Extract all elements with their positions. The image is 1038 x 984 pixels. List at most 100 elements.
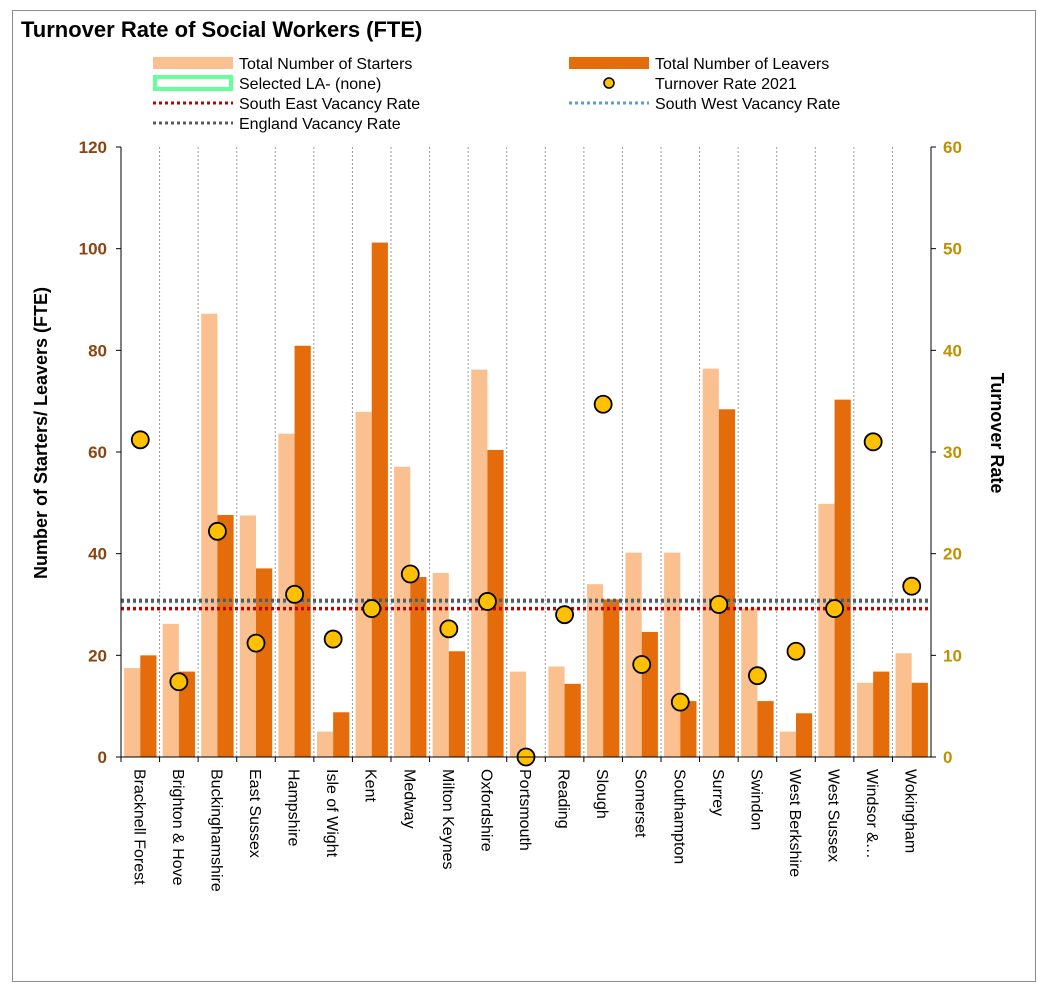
starters-bar-medway [394, 466, 411, 757]
starters-bar-wokingham [895, 653, 912, 757]
category-label-oxfordshire: Oxfordshire [477, 769, 494, 852]
category-label-isle-of-wight: Isle of Wight [323, 769, 340, 858]
category-label-brighton-hove: Brighton & Hove [169, 769, 186, 886]
y2-tick-label: 30 [943, 443, 962, 462]
leavers-bar-surrey [718, 409, 736, 757]
legend-south-east-vacancy-rate-label: South East Vacancy Rate [239, 96, 420, 113]
starters-bar-bracknell-forest [124, 668, 141, 757]
category-label-swindon: Swindon [747, 769, 764, 830]
starters-bar-kent [355, 411, 372, 757]
leavers-bar-somerset [641, 631, 658, 757]
category-label-reading: Reading [555, 769, 572, 829]
leavers-bar-bracknell-forest [140, 655, 157, 757]
turnover-point-windsor [863, 432, 883, 452]
starters-bar-reading [548, 666, 565, 757]
turnover-point-medway [400, 564, 420, 584]
legend-turnover-rate-2021-swatch [603, 77, 615, 89]
turnover-point-west-sussex [825, 599, 844, 618]
category-label-west-berkshire: West Berkshire [786, 769, 803, 877]
category-label-bracknell-forest: Bracknell Forest [130, 769, 147, 885]
starters-bar-east-sussex [239, 515, 256, 757]
leavers-bar-southampton [680, 701, 697, 757]
category-label-west-sussex: West Sussex [825, 769, 842, 862]
turnover-point-southampton [670, 692, 690, 712]
legend-total-number-of-starters-swatch [153, 57, 233, 69]
starters-bar-slough [586, 584, 604, 757]
turnover-point-reading [555, 605, 574, 625]
category-label-kent: Kent [362, 769, 379, 802]
category-label-southampton: Southampton [670, 769, 687, 864]
bar-series [124, 242, 928, 758]
y2-tick-label: 60 [943, 138, 962, 157]
turnover-point-slough [593, 394, 613, 414]
turnover-chart: Total Number of Starters Total Number of … [31, 56, 1007, 892]
y2-axis-title: Turnover Rate [987, 373, 1007, 494]
turnover-point-bracknell-forest [130, 430, 150, 450]
category-label-surrey: Surrey [709, 769, 726, 816]
legend-selected-la-none-swatch [153, 75, 233, 91]
chart-legend: Total Number of Starters Total Number of … [153, 56, 840, 133]
y-tick-label: 0 [98, 748, 107, 767]
legend-england-vacancy-rate-label: England Vacancy Rate [239, 116, 401, 133]
starters-bar-west-berkshire [779, 731, 796, 757]
leavers-bar-milton-keynes [448, 651, 466, 757]
y-tick-label: 60 [88, 443, 107, 462]
chart-frame: Turnover Rate of Social Workers (FTE) To… [12, 10, 1036, 982]
legend-total-number-of-leavers-swatch [569, 57, 649, 69]
chart-title: Turnover Rate of Social Workers (FTE) [21, 17, 423, 42]
leavers-bar-wokingham [911, 682, 928, 757]
turnover-point-surrey [709, 595, 729, 614]
starters-bar-milton-keynes [432, 572, 449, 757]
y2-tick-label: 10 [943, 646, 962, 665]
legend-total-number-of-leavers-label: Total Number of Leavers [655, 56, 829, 73]
turnover-point-east-sussex [246, 633, 266, 653]
category-label-portsmouth: Portsmouth [516, 769, 533, 851]
y-tick-label: 100 [79, 240, 107, 259]
y2-tick-label: 50 [943, 240, 962, 259]
turnover-point-kent [362, 599, 382, 618]
category-label-medway: Medway [400, 769, 417, 829]
legend-selected-la-none-label: Selected LA- (none) [239, 76, 381, 93]
starters-bar-portsmouth [509, 671, 526, 757]
leavers-bar-isle-of-wight [333, 712, 350, 757]
turnover-point-wokingham [902, 576, 922, 596]
y2-tick-label: 40 [943, 341, 962, 360]
category-label-milton-keynes: Milton Keynes [439, 769, 456, 870]
category-label-windsor: Windsor &… [863, 769, 880, 859]
starters-bar-isle-of-wight [316, 731, 334, 757]
leavers-bar-windsor [873, 671, 890, 757]
category-label-buckinghamshire: Buckinghamshire [207, 769, 224, 892]
leavers-bar-east-sussex [256, 568, 273, 757]
axes: 0 20 40 60 80 100 120 0 10 20 30 40 50 60 Bracknell Fo… [79, 138, 962, 892]
y-tick-label: 20 [88, 646, 107, 665]
category-label-east-sussex: East Sussex [246, 769, 263, 858]
turnover-point-oxfordshire [478, 592, 497, 611]
starters-bar-southampton [664, 552, 681, 757]
category-label-hampshire: Hampshire [285, 769, 302, 846]
category-label-slough: Slough [593, 769, 610, 819]
y-tick-label: 40 [88, 545, 107, 564]
starters-bar-somerset [625, 552, 642, 757]
turnover-point-buckinghamshire [208, 521, 227, 541]
turnover-point-swindon [748, 666, 767, 686]
category-label-wokingham: Wokingham [902, 769, 919, 853]
y2-tick-label: 0 [943, 748, 952, 767]
leavers-bar-hampshire [294, 345, 311, 757]
starters-bar-swindon [741, 608, 758, 757]
y2-tick-label: 20 [943, 545, 962, 564]
y-tick-label: 120 [79, 138, 107, 157]
y-tick-label: 80 [88, 341, 107, 360]
category-label-somerset: Somerset [632, 769, 649, 838]
legend-south-west-vacancy-rate-label: South West Vacancy Rate [655, 96, 840, 113]
leavers-bar-reading [564, 683, 581, 757]
leavers-bar-west-berkshire [796, 713, 813, 757]
turnover-point-hampshire [285, 584, 304, 604]
starters-bar-surrey [702, 368, 719, 757]
leavers-bar-medway [410, 577, 427, 757]
reference-lines [121, 598, 931, 611]
gridlines [159, 147, 893, 757]
starters-bar-windsor [856, 682, 874, 757]
turnover-point-somerset [632, 655, 652, 674]
leavers-bar-brighton-hove [178, 671, 196, 757]
legend-total-number-of-starters-label: Total Number of Starters [239, 56, 412, 73]
